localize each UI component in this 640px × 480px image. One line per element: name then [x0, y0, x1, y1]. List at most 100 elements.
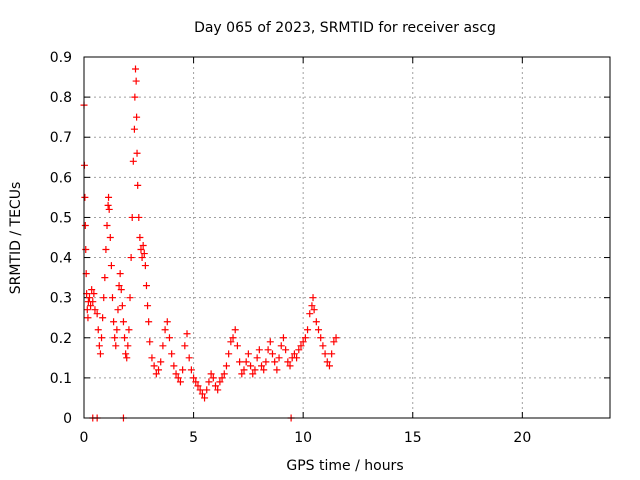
y-tick-label: 0.1: [50, 371, 72, 387]
data-point: [218, 374, 226, 382]
chart-title: Day 065 of 2023, SRMTID for receiver asc…: [194, 20, 496, 36]
data-point: [105, 193, 113, 201]
data-point: [212, 382, 219, 390]
data-point: [201, 394, 209, 402]
data-point: [134, 181, 142, 189]
data-point: [110, 318, 118, 326]
data-point: [95, 342, 103, 350]
data-point: [229, 334, 237, 342]
data-point: [216, 378, 224, 386]
data-point: [152, 370, 160, 378]
data-point: [309, 294, 317, 302]
data-point: [187, 366, 195, 374]
data-point: [100, 294, 108, 302]
data-point: [179, 366, 187, 374]
data-point: [170, 362, 178, 370]
data-point: [240, 366, 248, 374]
data-point: [94, 326, 102, 334]
data-point: [163, 318, 171, 326]
data-point: [262, 358, 270, 366]
data-point: [282, 346, 290, 354]
data-point: [124, 342, 132, 350]
data-point: [194, 382, 202, 390]
data-point: [328, 350, 336, 358]
data-point: [113, 326, 121, 334]
y-axis-label: SRMTID / TECUs: [8, 182, 24, 295]
data-point: [325, 362, 333, 370]
data-point: [103, 221, 111, 229]
y-tick-label: 0.5: [50, 210, 72, 226]
y-tick-label: 0.3: [50, 291, 72, 307]
data-point: [159, 342, 167, 350]
data-point: [133, 149, 141, 157]
data-point: [227, 338, 235, 346]
data-point: [89, 298, 97, 306]
data-point: [122, 350, 130, 358]
data-point: [279, 334, 287, 342]
data-point: [87, 302, 95, 310]
data-point: [277, 342, 285, 350]
data-point: [137, 246, 145, 254]
data-point: [123, 354, 131, 362]
y-tick-label: 0.2: [50, 331, 72, 347]
y-tick-label: 0.4: [50, 251, 72, 267]
data-point: [317, 334, 325, 342]
data-point: [323, 358, 331, 366]
data-point: [155, 366, 163, 374]
data-point: [310, 306, 318, 314]
data-point: [127, 254, 135, 262]
data-point: [192, 378, 200, 386]
data-point: [264, 346, 272, 354]
data-point: [146, 338, 154, 346]
data-point: [141, 262, 149, 270]
data-point: [132, 65, 140, 73]
y-tick-label: 0.8: [50, 90, 72, 106]
data-point: [119, 318, 127, 326]
data-point: [145, 318, 153, 326]
data-point: [115, 282, 123, 290]
data-point: [244, 350, 252, 358]
data-point: [203, 386, 211, 394]
data-point: [286, 362, 294, 370]
data-point: [268, 350, 276, 358]
data-point: [312, 318, 320, 326]
data-point: [242, 358, 250, 366]
x-tick-label: 15: [404, 430, 422, 446]
data-point: [176, 378, 184, 386]
data-point: [190, 374, 198, 382]
data-point: [271, 358, 279, 366]
data-point: [304, 326, 312, 334]
data-point: [205, 378, 213, 386]
data-point: [273, 366, 281, 374]
data-point: [207, 370, 215, 378]
data-point: [101, 274, 109, 282]
data-point: [142, 282, 150, 290]
data-point: [136, 234, 144, 241]
data-point: [108, 294, 116, 302]
data-point: [82, 246, 90, 254]
data-point: [209, 374, 217, 382]
x-axis-label: GPS time / hours: [286, 458, 403, 474]
data-point: [111, 334, 119, 342]
data-point: [266, 338, 274, 346]
data-point: [183, 330, 191, 338]
data-point: [308, 302, 316, 310]
data-point: [198, 390, 206, 398]
y-tick-label: 0.9: [50, 50, 72, 66]
data-point: [293, 354, 301, 362]
data-point: [128, 213, 136, 221]
data-point: [233, 342, 241, 350]
data-point: [81, 221, 89, 229]
data-point: [258, 362, 266, 370]
grid-layer: [84, 57, 610, 418]
tick-layer: 0 0.1 0.2 0.3 0.4 0.5 0.6 0.7 0.8 0.9 0 5 10 15 20: [50, 50, 610, 446]
data-point: [126, 294, 134, 302]
data-point: [157, 358, 165, 366]
data-point: [133, 113, 141, 121]
data-point: [260, 366, 268, 374]
data-point: [319, 342, 327, 350]
data-point: [236, 358, 244, 366]
data-point: [284, 358, 292, 366]
data-point: [247, 362, 255, 370]
data-point: [251, 366, 259, 374]
